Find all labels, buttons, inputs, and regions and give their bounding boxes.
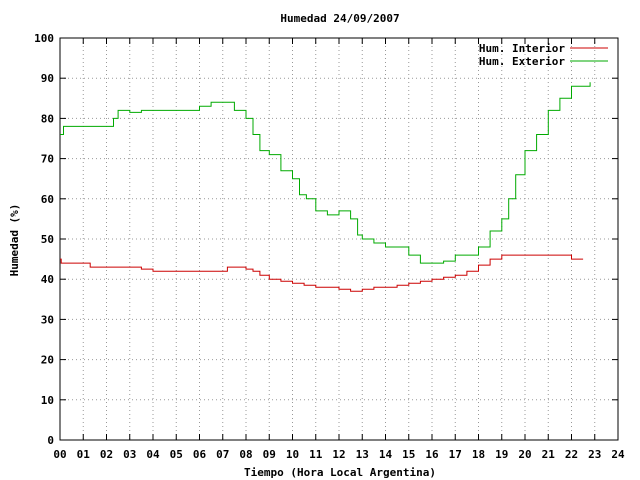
x-tick-label: 04 (146, 448, 160, 461)
y-tick-label: 100 (34, 32, 54, 45)
x-tick-label: 09 (263, 448, 276, 461)
x-tick-label: 18 (472, 448, 485, 461)
y-tick-label: 30 (41, 313, 54, 326)
x-tick-label: 02 (100, 448, 113, 461)
x-tick-label: 07 (216, 448, 229, 461)
x-axis-label: Tiempo (Hora Local Argentina) (244, 466, 436, 479)
series-line-interior (60, 254, 584, 292)
x-tick-label: 19 (495, 448, 508, 461)
x-tick-label: 15 (402, 448, 415, 461)
x-tick-label: 08 (239, 448, 252, 461)
x-tick-label: 03 (123, 448, 136, 461)
x-tick-label: 24 (611, 448, 625, 461)
x-tick-label: 16 (425, 448, 439, 461)
x-tick-label: 23 (588, 448, 601, 461)
y-tick-label: 60 (41, 193, 54, 206)
y-tick-label: 0 (47, 434, 54, 447)
x-tick-label: 12 (332, 448, 345, 461)
legend-label-interior: Hum. Interior (479, 42, 565, 55)
x-axis-ticks: 00 01 02 03 04 05 06 07 08 09 10 11 12 13 14 15 16 17 18 19… (53, 38, 625, 461)
x-tick-label: 17 (449, 448, 462, 461)
y-tick-label: 80 (41, 112, 54, 125)
x-tick-label: 06 (193, 448, 207, 461)
y-axis-label: Humedad (%) (8, 204, 21, 277)
x-tick-label: 00 (53, 448, 66, 461)
x-tick-label: 21 (542, 448, 556, 461)
series-layer (60, 82, 591, 292)
x-tick-label: 22 (565, 448, 578, 461)
x-tick-label: 14 (379, 448, 393, 461)
x-tick-label: 01 (77, 448, 91, 461)
y-tick-label: 10 (41, 394, 54, 407)
legend-label-exterior: Hum. Exterior (479, 55, 565, 68)
x-tick-label: 13 (356, 448, 369, 461)
y-tick-label: 20 (41, 354, 54, 367)
x-tick-label: 10 (286, 448, 299, 461)
x-tick-label: 20 (518, 448, 531, 461)
y-axis-ticks: 0 10 20 30 40 50 60 70 80 90 100 (34, 32, 618, 447)
chart-title: Humedad 24/09/2007 (280, 12, 399, 25)
x-tick-label: 11 (309, 448, 323, 461)
x-tick-label: 05 (170, 448, 183, 461)
legend: Hum. Interior Hum. Exterior (479, 42, 608, 68)
y-tick-label: 90 (41, 72, 54, 85)
y-tick-label: 50 (41, 233, 54, 246)
series-line-exterior (60, 82, 591, 264)
y-tick-label: 70 (41, 153, 54, 166)
y-tick-label: 40 (41, 273, 54, 286)
